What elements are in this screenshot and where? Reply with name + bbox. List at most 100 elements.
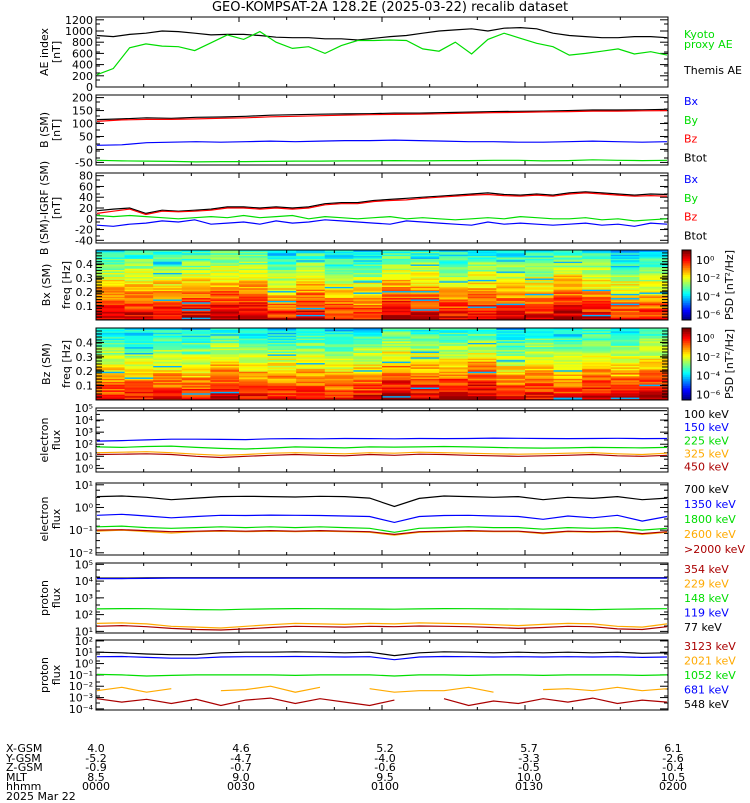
series-line xyxy=(97,216,667,221)
y-tick-label: 150 xyxy=(72,105,93,118)
colorbar-tick-label: 10⁰ xyxy=(696,332,715,345)
legend-entry: Themis AE xyxy=(683,64,742,77)
y-axis-label: freq [Hz] xyxy=(60,340,73,388)
colorbar-tick-label: 10⁻⁴ xyxy=(696,370,721,383)
y-tick-label: 0.4 xyxy=(76,336,94,349)
legend-entry: 148 keV xyxy=(684,592,729,605)
y-tick-label: 10⁰ xyxy=(75,501,94,514)
legend-entry: 77 keV xyxy=(684,621,722,634)
y-tick-label: 10⁴ xyxy=(75,575,94,588)
y-tick-label: 0.3 xyxy=(76,272,94,285)
legend-entry: 354 keV xyxy=(684,563,729,576)
y-tick-label: 100 xyxy=(72,118,93,131)
series-line xyxy=(97,609,667,610)
y-tick-label: 10³ xyxy=(75,592,93,605)
series-line xyxy=(97,514,667,522)
y-tick-label: 400 xyxy=(72,59,93,72)
colorbar-tick-label: 10⁻⁶ xyxy=(696,388,721,401)
series-line xyxy=(444,698,667,705)
legend-entry: 225 keV xyxy=(684,434,729,447)
y-tick-label: 10³ xyxy=(75,426,93,439)
series-line xyxy=(97,438,667,441)
footer-value: 0130 xyxy=(515,782,543,792)
legend-entry: Bx xyxy=(684,173,699,186)
series-line xyxy=(97,652,667,656)
legend-entry: 325 keV xyxy=(684,448,729,461)
y-axis-label: [nT] xyxy=(50,197,63,219)
legend-entry: 1350 keV xyxy=(684,498,736,511)
colorbar-tick-label: 10⁻² xyxy=(696,351,720,364)
y-axis-label: flux xyxy=(50,508,63,529)
colorbar-label: PSD [nT²/Hz] xyxy=(723,250,736,320)
footer-value: 0100 xyxy=(371,782,399,792)
legend-entry: 229 keV xyxy=(684,578,729,591)
legend-entry: 100 keV xyxy=(684,408,729,421)
series-line xyxy=(97,193,667,215)
colorbar-label: PSD [nT²/Hz] xyxy=(723,329,736,399)
series-line xyxy=(97,28,667,40)
legend-entry: 2600 keV xyxy=(684,528,736,541)
colorbar-tick-label: 10⁻² xyxy=(696,272,720,285)
legend-entry: proxy AE xyxy=(684,38,733,51)
legend-entry: Bz xyxy=(684,211,698,224)
series-line xyxy=(97,623,667,628)
panel-frame xyxy=(96,17,668,87)
y-tick-label: 0.3 xyxy=(76,351,94,364)
series-line xyxy=(97,657,667,660)
y-axis-label: Bz (SM) xyxy=(40,343,53,385)
legend-entry: Btot xyxy=(684,151,708,164)
series-line xyxy=(97,674,667,676)
y-tick-label: 800 xyxy=(72,36,93,49)
legend-entry: 3123 keV xyxy=(684,640,736,653)
legend-entry: Bz xyxy=(684,133,698,146)
series-line xyxy=(543,687,667,690)
y-tick-label: 10⁻⁴ xyxy=(69,703,94,716)
legend-entry: 1052 keV xyxy=(684,669,736,682)
y-tick-label: 200 xyxy=(72,70,93,83)
series-line xyxy=(97,220,667,227)
legend-entry: 150 keV xyxy=(684,421,729,434)
legend-entry: >2000 keV xyxy=(684,543,745,556)
y-tick-label: 1200 xyxy=(65,14,93,27)
y-axis-label: [nT] xyxy=(50,41,63,63)
y-axis-label: [nT] xyxy=(50,119,63,141)
y-tick-label: -50 xyxy=(75,156,93,169)
series-line xyxy=(97,454,667,458)
panel-frame xyxy=(96,408,668,472)
series-line xyxy=(97,687,171,692)
y-tick-label: 80 xyxy=(79,170,93,183)
panel-frame xyxy=(96,173,668,243)
y-tick-label: 10¹ xyxy=(75,479,93,492)
y-tick-label: 10⁵ xyxy=(75,558,93,571)
legend-entry: 450 keV xyxy=(684,461,729,474)
footer-value: 0030 xyxy=(227,782,255,792)
y-tick-label: 0 xyxy=(86,143,93,156)
series-line xyxy=(221,686,320,692)
y-tick-label: 10¹ xyxy=(75,646,93,659)
series-line xyxy=(97,698,394,705)
y-tick-label: 10⁻¹ xyxy=(69,524,93,537)
colorbar-tick-label: 10⁻⁶ xyxy=(696,309,721,322)
y-tick-label: 10⁰ xyxy=(75,462,94,475)
y-tick-label: 10⁻² xyxy=(69,680,93,693)
orbit-footer: X-GSM 4.0 4.6 5.2 5.7 6.1 Y-GSM -5.2 -4.… xyxy=(6,744,746,801)
footer-row-hhmm: hhmm 0000 0030 0100 0130 0200 xyxy=(6,782,746,792)
legend-entry: 1800 keV xyxy=(684,513,736,526)
series-line xyxy=(370,687,494,692)
panel-frame xyxy=(96,95,668,165)
y-tick-label: 50 xyxy=(79,130,93,143)
y-tick-label: 0.2 xyxy=(76,286,94,299)
y-tick-label: 1000 xyxy=(65,25,93,38)
y-tick-label: 10⁵ xyxy=(75,402,93,415)
y-tick-label: 10¹ xyxy=(75,450,93,463)
legend-entry: 681 keV xyxy=(684,684,729,697)
legend-entry: 2021 keV xyxy=(684,655,736,668)
y-tick-label: 10⁴ xyxy=(75,414,94,427)
colorbar-tick-label: 10⁰ xyxy=(696,254,715,267)
footer-value: 0200 xyxy=(659,782,687,792)
panel-frame xyxy=(96,563,668,633)
y-axis-label: freq [Hz] xyxy=(60,261,73,309)
y-axis-label: flux xyxy=(50,587,63,608)
series-line xyxy=(97,496,667,507)
legend-entry: 119 keV xyxy=(684,607,729,620)
